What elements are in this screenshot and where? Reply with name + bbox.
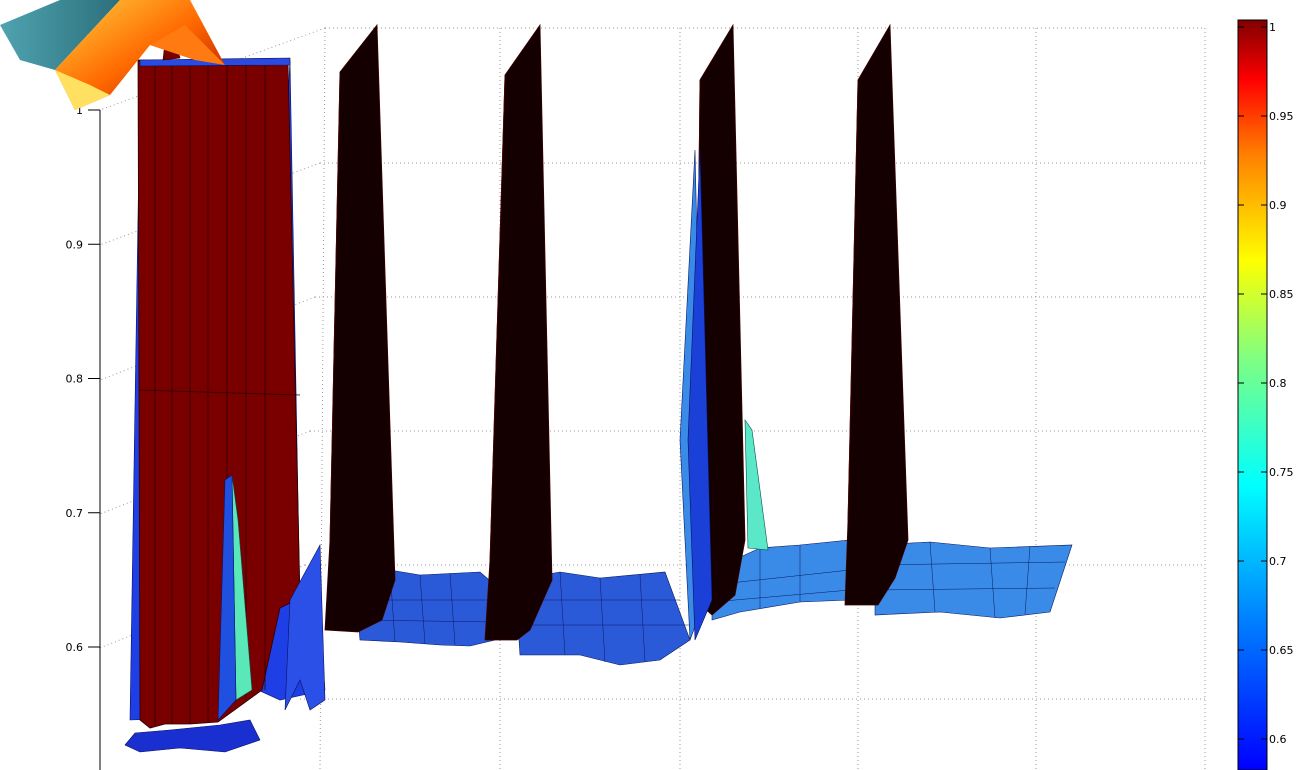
z-tick-label: 1 xyxy=(76,104,83,117)
z-tick-label: 0.9 xyxy=(66,238,84,251)
spike-2 xyxy=(484,23,553,641)
colorbar-tick-label: 0.7 xyxy=(1269,555,1287,568)
z-tick-label: 0.8 xyxy=(66,373,84,386)
colorbar-tick-label: 1 xyxy=(1269,21,1276,34)
matlab-logo-icon xyxy=(0,0,225,110)
colorbar-tick-label: 0.65 xyxy=(1269,644,1294,657)
bottom-strip xyxy=(124,719,261,753)
colorbar-tick-label: 0.8 xyxy=(1269,377,1287,390)
spike-1 xyxy=(324,23,396,633)
surface-plot xyxy=(124,23,1073,753)
plateau-3 xyxy=(711,419,851,621)
plateau-4 xyxy=(874,541,1073,619)
colorbar: 0.6 0.65 0.7 0.75 0.8 0.85 0.9 0.95 1 xyxy=(1237,19,1294,770)
z-axis-ticks: 0.6 0.7 0.8 0.9 1 xyxy=(66,104,100,654)
colorbar-tick-label: 0.9 xyxy=(1269,199,1287,212)
colorbar-tick-label: 0.85 xyxy=(1269,288,1294,301)
z-tick-label: 0.7 xyxy=(66,507,84,520)
z-tick-label: 0.6 xyxy=(66,641,84,654)
left-block xyxy=(129,37,326,729)
spike-4 xyxy=(844,23,909,606)
colorbar-tick-label: 0.6 xyxy=(1269,733,1287,746)
spike-3 xyxy=(687,23,746,641)
colorbar-gradient xyxy=(1237,19,1268,770)
colorbar-ticks: 0.6 0.65 0.7 0.75 0.8 0.85 0.9 0.95 1 xyxy=(1238,21,1294,746)
colorbar-tick-label: 0.75 xyxy=(1269,466,1294,479)
colorbar-tick-label: 0.95 xyxy=(1269,110,1294,123)
